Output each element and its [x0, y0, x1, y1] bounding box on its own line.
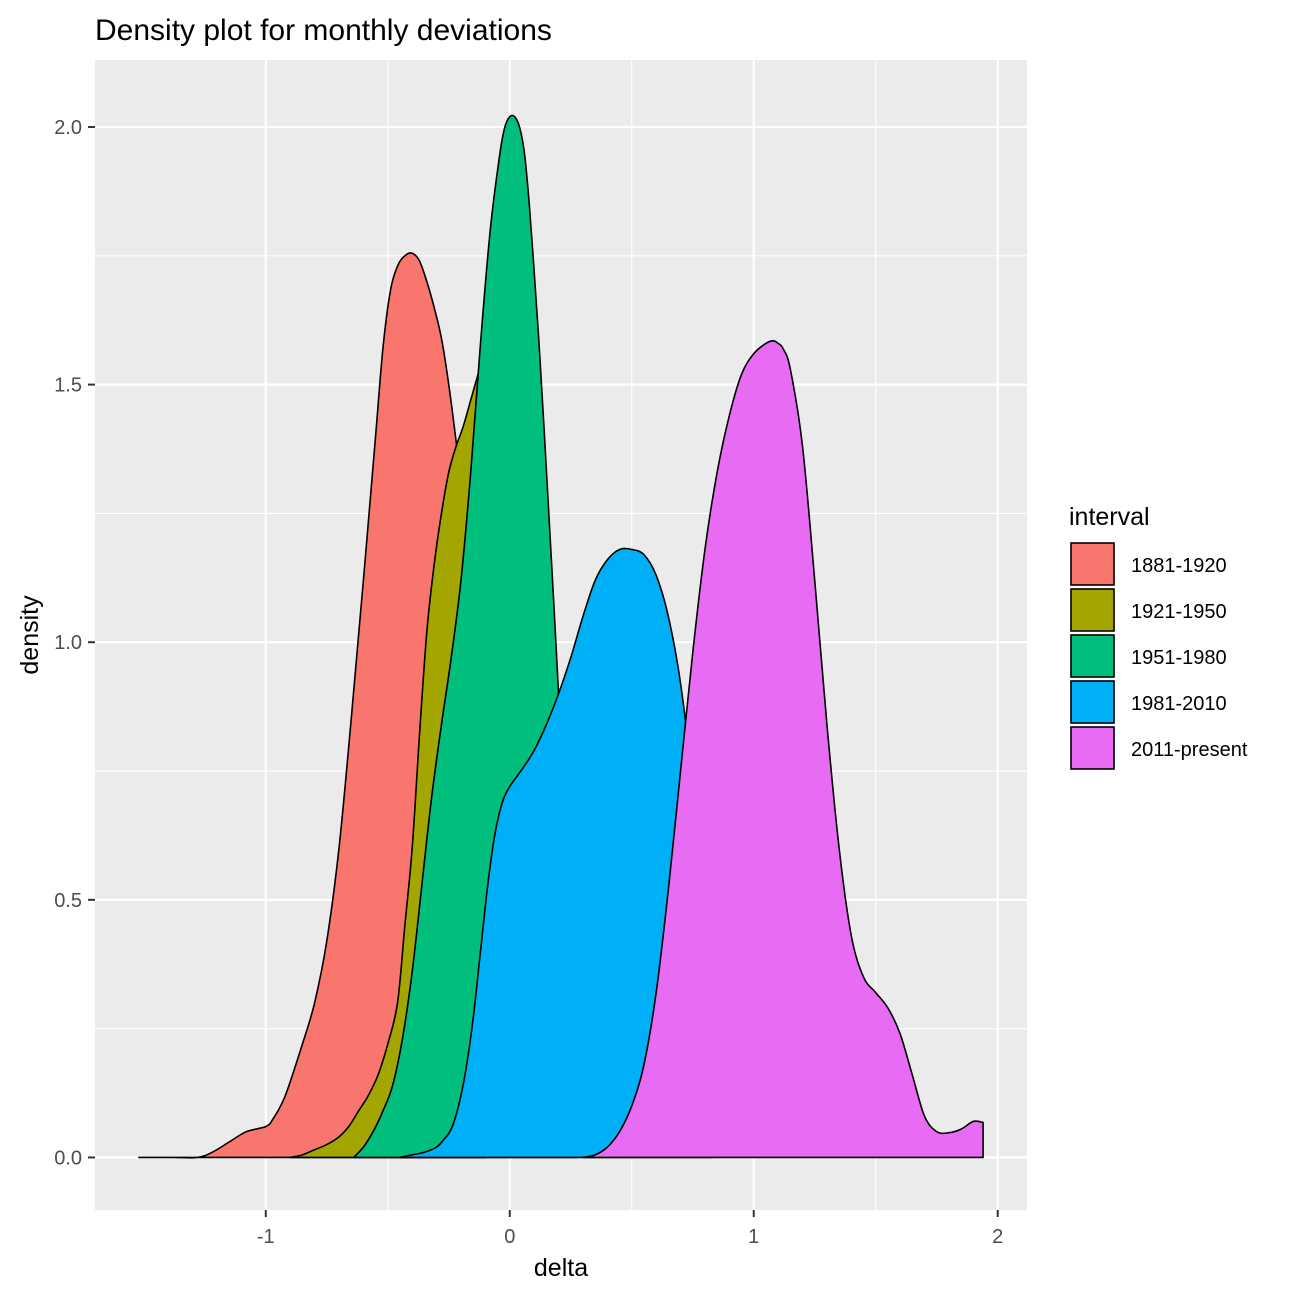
y-tick-label: 0.0	[54, 1147, 82, 1169]
legend-key-2011-present	[1070, 726, 1115, 770]
legend-label: 2011-present	[1131, 739, 1248, 761]
legend-key-1981-2010	[1070, 680, 1115, 724]
y-tick-label: 1.0	[54, 632, 82, 654]
legend: interval 1881-1920 1921-1950 1951-1980 1981…	[1069, 503, 1248, 770]
x-tick-label: -1	[257, 1226, 275, 1248]
legend-title: interval	[1069, 503, 1150, 531]
density-areas	[138, 114, 984, 1159]
legend-key-1951-1980	[1070, 634, 1115, 678]
chart-title: Density plot for monthly deviations	[95, 14, 552, 47]
density-area-2011-present	[582, 340, 984, 1159]
legend-label: 1981-2010	[1131, 693, 1227, 715]
legend-label: 1951-1980	[1131, 647, 1227, 669]
legend-label: 1921-1950	[1131, 601, 1227, 623]
x-axis-title: delta	[534, 1254, 588, 1282]
y-tick-label: 0.5	[54, 890, 82, 912]
x-tick-label: 0	[504, 1226, 515, 1248]
x-tick-label: 1	[748, 1226, 759, 1248]
legend-label: 1881-1920	[1131, 555, 1227, 577]
y-tick-label: 1.5	[54, 375, 82, 397]
legend-entries: 1881-1920 1921-1950 1951-1980 1981-2010 2011…	[1070, 542, 1248, 770]
legend-key-1921-1950	[1070, 588, 1115, 632]
y-axis-title: density	[16, 595, 44, 675]
legend-key-1881-1920	[1070, 542, 1115, 586]
y-tick-label: 2.0	[54, 117, 82, 139]
y-axis: 0.0 0.5 1.0 1.5 2.0	[54, 117, 95, 1169]
x-axis: -1 0 1 2	[257, 1210, 1003, 1248]
x-tick-label: 2	[992, 1226, 1003, 1248]
density-area-1981-2010	[399, 547, 714, 1159]
